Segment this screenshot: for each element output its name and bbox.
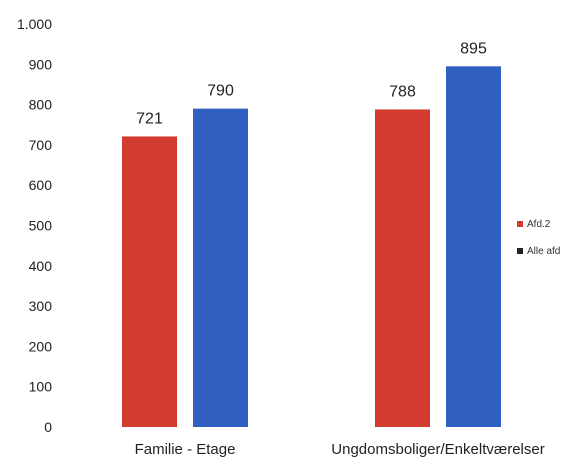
data-label: 895 (460, 40, 487, 57)
legend-marker (517, 248, 523, 254)
category-label: Ungdomsboliger/Enkeltværelser (331, 441, 544, 458)
y-tick-label: 1.000 (17, 16, 52, 32)
legend: Afd.2 Alle afd (517, 219, 560, 257)
data-label: 790 (207, 83, 234, 100)
x-axis: Familie - Etage Ungdomsboliger/Enkeltvære… (135, 441, 545, 458)
data-label: 721 (136, 110, 163, 127)
data-labels: 721 790 788 895 (136, 40, 487, 127)
legend-label: Afd.2 (527, 219, 551, 230)
bar (122, 136, 177, 427)
category-label: Familie - Etage (135, 441, 236, 458)
bar (446, 66, 501, 427)
bar (375, 109, 430, 427)
y-tick-label: 0 (44, 419, 52, 435)
y-axis: 0 100 200 300 400 500 600 700 800 900 1.000 (17, 16, 52, 435)
bars (122, 66, 501, 427)
data-label: 788 (389, 83, 416, 100)
legend-label: Alle afd (527, 246, 560, 257)
y-tick-label: 900 (29, 56, 53, 72)
y-tick-label: 700 (29, 137, 53, 153)
bar (193, 108, 248, 427)
y-tick-label: 500 (29, 218, 53, 234)
y-tick-label: 200 (29, 338, 53, 354)
legend-marker (517, 221, 523, 227)
y-tick-label: 300 (29, 298, 53, 314)
y-tick-label: 100 (29, 379, 53, 395)
y-tick-label: 400 (29, 258, 53, 274)
y-tick-label: 600 (29, 177, 53, 193)
y-tick-label: 800 (29, 97, 53, 113)
